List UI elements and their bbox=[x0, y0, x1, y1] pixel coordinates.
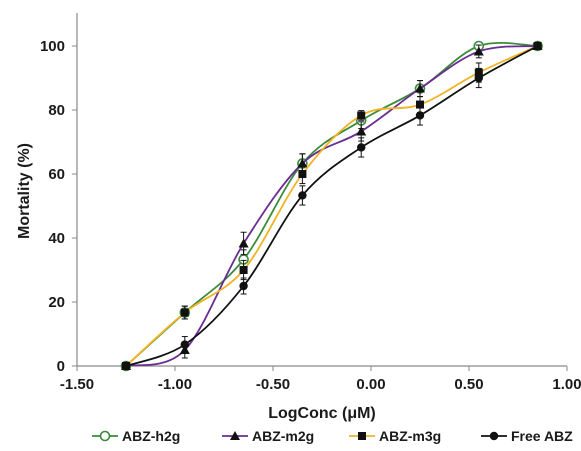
legend-item: ABZ-m2g bbox=[222, 428, 314, 444]
data-point bbox=[298, 191, 307, 200]
tick-labels: -1.50 -1.00 -0.50 0.00 0.50 1.00 0 20 40 60 80 100 bbox=[40, 38, 581, 393]
y-tick-label: 0 bbox=[57, 358, 65, 375]
data-point bbox=[473, 46, 484, 56]
axes bbox=[72, 13, 568, 371]
data-point bbox=[474, 73, 483, 83]
series-abz-h2g bbox=[120, 40, 543, 372]
plot-area bbox=[120, 40, 543, 372]
legend-label: ABZ-m3g bbox=[379, 428, 441, 444]
legend-label: Free ABZ bbox=[511, 428, 573, 444]
y-tick-label: 100 bbox=[40, 38, 65, 55]
series-abz-m3g bbox=[122, 42, 542, 370]
x-tick-label: -0.50 bbox=[256, 376, 290, 393]
x-axis-title: LogConc (μM) bbox=[268, 405, 376, 422]
data-point bbox=[238, 238, 249, 248]
data-point bbox=[298, 170, 307, 178]
data-point bbox=[121, 361, 131, 371]
legend-item: Free ABZ bbox=[481, 428, 573, 444]
y-tick-label: 40 bbox=[48, 230, 65, 247]
data-point bbox=[356, 126, 367, 136]
legend: ABZ-h2g ABZ-m2g ABZ-m3g Free ABZ bbox=[92, 428, 573, 444]
series-free-abz bbox=[121, 41, 542, 371]
data-point bbox=[416, 100, 424, 109]
x-tick-label: -1.50 bbox=[60, 376, 94, 393]
legend-marker bbox=[489, 431, 499, 441]
data-point bbox=[180, 308, 189, 317]
series-abz-m2g bbox=[121, 41, 543, 370]
data-point bbox=[533, 41, 542, 51]
series-line bbox=[125, 41, 538, 367]
legend-label: ABZ-h2g bbox=[122, 428, 180, 444]
x-tick-label: -1.00 bbox=[158, 376, 192, 393]
series-line bbox=[125, 45, 538, 367]
series-line bbox=[125, 45, 538, 367]
legend-item: ABZ-m3g bbox=[349, 428, 441, 444]
y-tick-label: 20 bbox=[48, 294, 65, 311]
data-point bbox=[239, 281, 248, 291]
data-point bbox=[415, 111, 425, 120]
y-tick-label: 80 bbox=[48, 102, 65, 119]
data-point bbox=[180, 340, 189, 349]
y-tick-label: 60 bbox=[48, 166, 65, 183]
x-tick-label: 0.50 bbox=[454, 376, 483, 393]
y-axis-title: Mortality (%) bbox=[16, 143, 33, 239]
legend-item: ABZ-h2g bbox=[92, 428, 180, 444]
x-tick-label: 1.00 bbox=[552, 376, 581, 393]
data-point bbox=[239, 266, 248, 274]
data-point bbox=[297, 158, 308, 168]
data-point bbox=[415, 83, 425, 93]
legend-marker bbox=[99, 430, 111, 442]
data-point bbox=[357, 143, 366, 152]
legend-marker bbox=[358, 432, 366, 440]
legend-label: ABZ-m2g bbox=[252, 428, 314, 444]
data-point bbox=[357, 111, 366, 120]
series-line bbox=[125, 45, 539, 367]
legend-marker bbox=[230, 431, 240, 440]
x-tick-label: 0.00 bbox=[356, 376, 385, 393]
